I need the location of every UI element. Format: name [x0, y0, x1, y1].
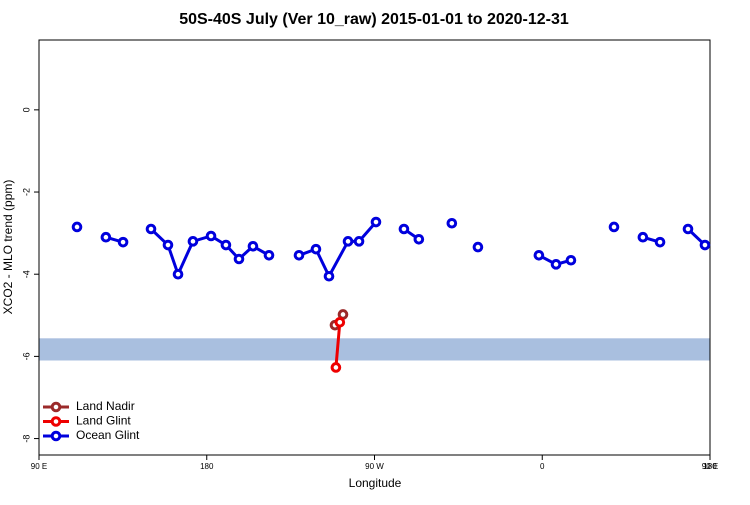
- y-tick-label: -6: [21, 352, 31, 360]
- point: [565, 254, 577, 266]
- legend-marker: [50, 430, 62, 442]
- legend-label: Land Nadir: [76, 399, 135, 413]
- x-tick-label: 180: [703, 462, 717, 471]
- y-tick-label: -8: [21, 435, 31, 443]
- y-tick-label: -2: [21, 188, 31, 196]
- chart-title: 50S-40S July (Ver 10_raw) 2015-01-01 to …: [179, 11, 569, 28]
- legend-label: Land Glint: [76, 414, 131, 428]
- point: [310, 243, 322, 255]
- point: [446, 217, 458, 229]
- point: [370, 216, 382, 228]
- band: [39, 338, 710, 361]
- y-tick-label: -4: [21, 270, 31, 278]
- point: [233, 253, 245, 265]
- point: [187, 236, 199, 247]
- x-tick-label: 90 W: [365, 462, 384, 471]
- point: [608, 221, 620, 233]
- point: [637, 231, 649, 243]
- point: [145, 223, 157, 235]
- point: [682, 223, 694, 235]
- point: [334, 316, 346, 328]
- point: [205, 230, 217, 242]
- x-tick-label: 0: [540, 462, 545, 471]
- x-axis-label: Longitude: [349, 476, 402, 490]
- point: [220, 239, 232, 251]
- point: [413, 233, 425, 245]
- x-tick-label: 90 E: [31, 462, 47, 471]
- point: [162, 239, 174, 251]
- point: [654, 236, 666, 248]
- point: [330, 362, 342, 373]
- point: [71, 221, 83, 233]
- point: [550, 259, 562, 270]
- point: [699, 239, 711, 251]
- plot-frame: [38, 39, 711, 456]
- point: [293, 250, 305, 261]
- point: [398, 223, 410, 235]
- point: [247, 240, 259, 252]
- point: [172, 268, 184, 280]
- point: [323, 270, 335, 282]
- y-tick-label: 0: [21, 107, 31, 112]
- point: [472, 241, 484, 253]
- point: [263, 250, 275, 261]
- point: [100, 231, 112, 243]
- legend-marker: [50, 401, 62, 413]
- series-line: [334, 322, 342, 368]
- legend-label: Ocean Glint: [76, 428, 140, 442]
- point: [342, 236, 354, 247]
- point: [353, 236, 365, 247]
- x-tick-label: 180: [200, 462, 214, 471]
- point: [117, 236, 129, 248]
- series-line: [298, 221, 378, 280]
- legend-marker: [50, 416, 62, 427]
- point: [533, 250, 545, 261]
- y-axis-label: XCO2 - MLO trend (ppm): [1, 180, 15, 315]
- x-tick-label: 90 E: [702, 462, 718, 471]
